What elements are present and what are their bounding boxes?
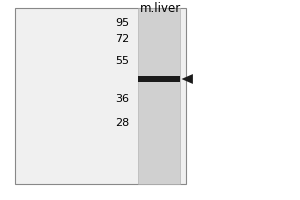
Text: 28: 28 <box>115 118 129 128</box>
Bar <box>138 8 180 184</box>
Text: 36: 36 <box>115 94 129 104</box>
Text: 72: 72 <box>115 34 129 44</box>
Text: m.liver: m.liver <box>140 2 181 16</box>
Bar <box>138 76 180 82</box>
Polygon shape <box>182 74 193 84</box>
Text: 95: 95 <box>115 18 129 28</box>
Bar <box>15 8 186 184</box>
Text: 55: 55 <box>115 56 129 66</box>
